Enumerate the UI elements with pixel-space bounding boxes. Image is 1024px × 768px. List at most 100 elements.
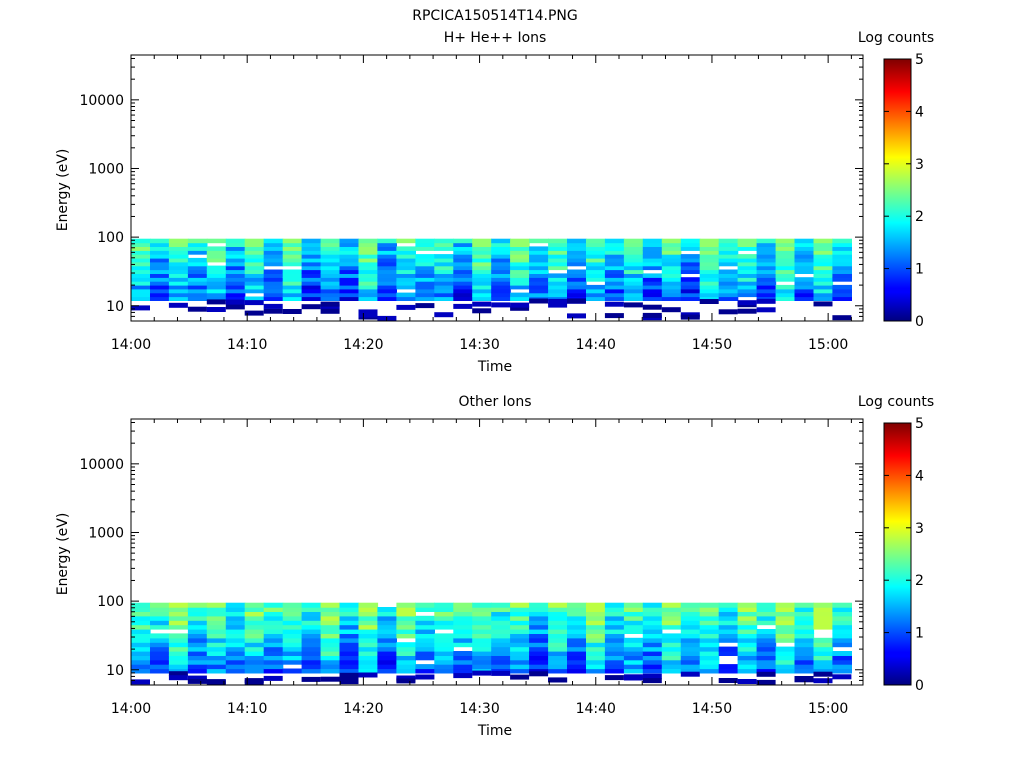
heatmap-cell <box>813 254 834 259</box>
heatmap-cell <box>244 250 265 255</box>
heatmap-cell <box>567 664 587 670</box>
heatmap-cell <box>737 261 758 267</box>
heatmap-cell <box>813 257 834 263</box>
heatmap-cell <box>339 273 360 278</box>
heatmap-cell <box>567 288 587 294</box>
heatmap-cell <box>434 615 454 621</box>
heatmap-cell <box>567 281 587 286</box>
heatmap-cell <box>623 238 644 244</box>
heatmap-cell <box>434 637 454 643</box>
heatmap-cell <box>396 620 416 626</box>
heatmap-cell <box>339 633 360 639</box>
heatmap-cell <box>320 257 341 263</box>
heatmap-cell <box>434 265 454 271</box>
heatmap-cell <box>548 659 568 665</box>
heatmap-cell <box>680 288 701 294</box>
heatmap-cell <box>699 615 720 621</box>
heatmap-cell <box>187 296 208 301</box>
heatmap-cell <box>131 664 151 670</box>
heatmap-cell <box>263 651 284 656</box>
heatmap-cell <box>301 269 322 274</box>
heatmap-cell <box>168 637 189 643</box>
heatmap-cell <box>604 281 625 286</box>
heatmap-cell <box>813 273 834 278</box>
heatmap-cell <box>415 664 435 670</box>
heatmap-cell <box>206 284 227 290</box>
plot-frame <box>130 418 864 686</box>
heatmap-cell <box>718 254 739 259</box>
heatmap-cell <box>623 675 643 681</box>
heatmap-cell <box>567 292 587 298</box>
heatmap-cell <box>567 298 586 304</box>
heatmap-cell <box>434 238 454 244</box>
heatmap-cell <box>282 615 303 621</box>
heatmap-cell <box>832 288 852 294</box>
colorbar-tick-label: 2 <box>915 573 924 589</box>
heatmap-cell <box>472 281 492 286</box>
heatmap-cell <box>567 642 587 648</box>
heatmap-cell <box>623 637 644 643</box>
heatmap-cell <box>794 261 815 267</box>
heatmap-cell <box>415 246 435 251</box>
heatmap-cell <box>832 269 852 274</box>
heatmap-cell <box>680 659 701 665</box>
heatmap-cell <box>510 633 530 639</box>
heatmap-cell <box>168 675 188 681</box>
heatmap-cell <box>529 655 549 661</box>
heatmap-cell <box>168 633 189 639</box>
heatmap-cell <box>567 277 587 282</box>
heatmap-cell <box>510 246 530 251</box>
heatmap-cell <box>396 629 416 634</box>
heatmap-cell <box>699 292 720 298</box>
heatmap-cell <box>396 304 416 310</box>
heatmap-cell <box>680 655 701 661</box>
heatmap-cell <box>491 607 511 612</box>
heatmap-cell <box>661 277 682 282</box>
heatmap-cell <box>150 277 170 282</box>
heatmap-cell <box>225 257 246 263</box>
heatmap-cell <box>472 646 492 652</box>
heatmap-cell <box>718 633 739 639</box>
heatmap-cell <box>794 633 815 639</box>
heatmap-cell <box>263 607 284 612</box>
heatmap-cell <box>396 281 416 286</box>
heatmap-cell <box>756 651 777 656</box>
heatmap-cell <box>225 281 246 286</box>
heatmap-cell <box>358 624 379 630</box>
heatmap-cell <box>396 646 416 652</box>
heatmap-cell <box>680 242 701 247</box>
heatmap-cell <box>415 281 435 286</box>
heatmap-cell <box>415 238 435 244</box>
heatmap-cell <box>358 633 379 639</box>
heatmap-cell <box>699 642 720 648</box>
heatmap-cell <box>320 254 341 259</box>
heatmap-cell <box>529 668 549 674</box>
heatmap-cell <box>358 250 379 255</box>
heatmap-cell <box>225 629 246 634</box>
heatmap-cell <box>737 607 758 612</box>
y-tick-label: 10 <box>106 663 124 679</box>
heatmap-cell <box>225 261 246 267</box>
heatmap-cell <box>225 602 246 608</box>
heatmap-cell <box>377 265 397 271</box>
heatmap-cell <box>320 261 341 267</box>
heatmap-cell <box>168 642 189 648</box>
heatmap-cell <box>244 651 265 656</box>
heatmap-cell <box>661 242 682 247</box>
heatmap-cell <box>415 257 435 263</box>
heatmap-cell <box>358 273 379 278</box>
heatmap-cell <box>453 288 473 294</box>
heatmap-cell <box>453 246 473 251</box>
heatmap-cell <box>263 261 284 267</box>
heatmap-cell <box>472 269 492 274</box>
heatmap-cell <box>453 273 473 278</box>
heatmap-cell <box>718 250 739 255</box>
heatmap-cell <box>567 615 587 621</box>
heatmap-cell <box>794 238 815 244</box>
heatmap-cell <box>548 238 568 244</box>
heatmap-cell <box>813 261 834 267</box>
heatmap-cell <box>737 679 757 684</box>
heatmap-cell <box>282 611 303 617</box>
heatmap-cell <box>206 624 227 630</box>
heatmap-cell <box>168 602 189 608</box>
